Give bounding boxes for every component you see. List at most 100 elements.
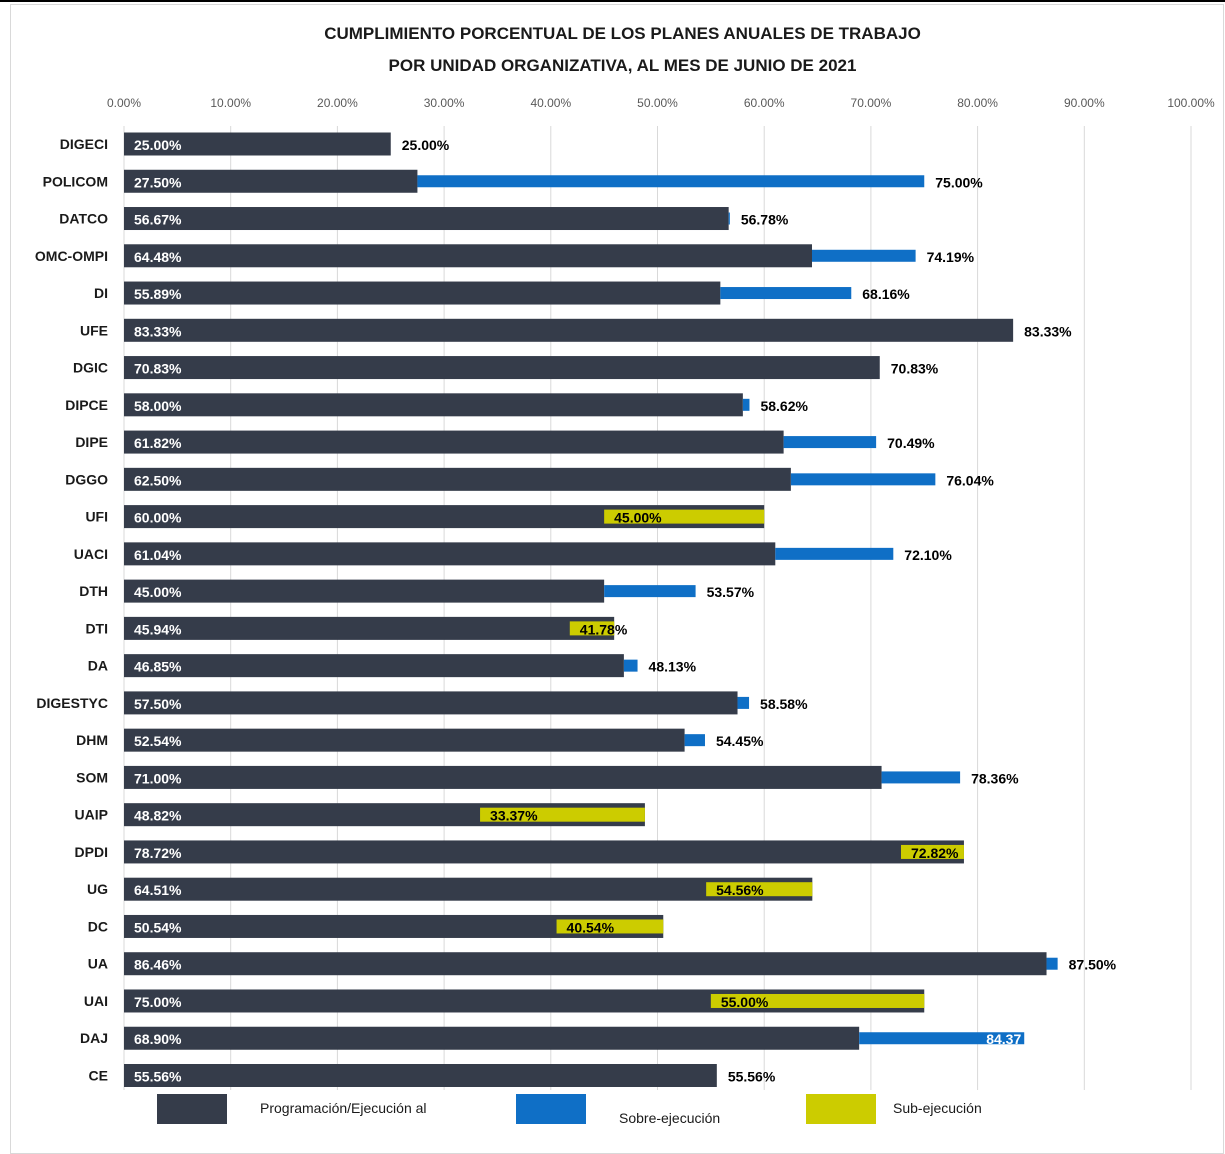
bar-end-label: 87.50%: [1069, 957, 1117, 973]
bar-programacion: [124, 393, 743, 417]
bar-inner-label: 86.46%: [134, 957, 182, 973]
category-label: DPDI: [75, 844, 108, 860]
legend-swatch-sobre-ejecucion: [516, 1094, 586, 1124]
legend-label-programacion: Programación/Ejecución al: [260, 1100, 427, 1116]
bar-programacion: [124, 914, 664, 938]
category-label: DIPE: [75, 434, 108, 450]
bar-programacion: [124, 952, 1047, 976]
category-label: CE: [89, 1068, 108, 1084]
legend: Programación/Ejecución al Sobre-ejecució…: [0, 1094, 1225, 1134]
category-label: UAIP: [75, 807, 108, 823]
bar-inner-label: 50.54%: [134, 919, 182, 935]
bar-end-label: 68.16%: [862, 286, 910, 302]
legend-label-sobre-ejecucion: Sobre-ejecución: [619, 1110, 721, 1126]
bar-sobre-ejecucion: [783, 436, 877, 449]
bar-end-label: 55.00%: [721, 994, 769, 1010]
category-label: POLICOM: [43, 173, 108, 189]
bar-sub-ejecucion: [900, 844, 964, 859]
bar-inner-label: 25.00%: [134, 137, 182, 153]
x-tick-label: 60.00%: [744, 96, 785, 110]
category-label: DC: [88, 918, 108, 934]
bar-inner-label: 46.85%: [134, 659, 182, 675]
bar-sobre-ejecucion: [737, 696, 750, 709]
bar-end-label: 74.19%: [927, 249, 975, 265]
bar-inner-label: 78.72%: [134, 845, 182, 861]
bar-end-label: 70.83%: [891, 361, 939, 377]
bar-sub-ejecucion: [569, 621, 615, 636]
bar-programacion: [124, 877, 813, 901]
bar-programacion: [124, 616, 615, 640]
bar-sobre-ejecucion: [812, 249, 916, 262]
x-tick-label: 40.00%: [530, 96, 571, 110]
bar-programacion: [124, 467, 791, 491]
x-tick-label: 70.00%: [851, 96, 892, 110]
top-border-line: [0, 0, 1225, 2]
bar-programacion: [124, 840, 964, 864]
bar-programacion: [124, 244, 813, 268]
bar-sobre-ejecucion: [1046, 957, 1058, 970]
bar-end-label: 78.36%: [971, 770, 1019, 786]
bar-inner-label: 45.94%: [134, 621, 182, 637]
bar-programacion: [124, 430, 784, 454]
bar-end-label: 70.49%: [887, 435, 935, 451]
bar-sobre-ejecucion: [881, 771, 961, 784]
bar-end-label: 48.13%: [649, 659, 697, 675]
category-label: DATCO: [59, 211, 108, 227]
bar-end-label: 45.00%: [614, 510, 662, 526]
category-label: UG: [87, 881, 108, 897]
legend-swatch-programacion: [157, 1094, 227, 1124]
bar-inner-label: 64.51%: [134, 882, 182, 898]
bar-end-label: 58.58%: [760, 696, 808, 712]
bar-programacion: [124, 728, 685, 752]
bar-programacion: [124, 207, 729, 231]
category-label: UAI: [84, 993, 108, 1009]
x-tick-label: 10.00%: [210, 96, 251, 110]
bar-sub-ejecucion: [706, 882, 813, 897]
category-label: OMC-OMPI: [35, 248, 108, 264]
x-tick-label: 0.00%: [107, 96, 141, 110]
category-label: DAJ: [80, 1030, 108, 1046]
category-label: DI: [94, 285, 108, 301]
category-label: DGIC: [73, 360, 108, 376]
bar-sub-ejecucion: [480, 807, 645, 822]
bar-programacion: [124, 169, 418, 193]
bar-inner-label: 64.48%: [134, 249, 182, 265]
category-label: DTH: [79, 583, 108, 599]
x-tick-label: 90.00%: [1064, 96, 1105, 110]
bar-inner-label: 55.56%: [134, 1069, 182, 1085]
bar-sobre-ejecucion: [775, 547, 894, 560]
bar-end-label: 56.78%: [741, 212, 789, 228]
bar-sub-ejecucion: [604, 509, 765, 524]
bar-inner-label: 61.82%: [134, 435, 182, 451]
bar-programacion: [124, 281, 721, 305]
bar-inner-label: 62.50%: [134, 472, 182, 488]
x-tick-label: 100.00%: [1167, 96, 1215, 110]
bar-inner-label: 75.00%: [134, 994, 182, 1010]
bar-sub-ejecucion: [556, 919, 664, 934]
bar-end-label: 41.78%: [580, 621, 628, 637]
bar-sub-ejecucion: [710, 993, 925, 1008]
category-label: DGGO: [65, 471, 108, 487]
bar-inner-label: 55.89%: [134, 286, 182, 302]
legend-swatch-sub-ejecucion: [806, 1094, 876, 1124]
chart-title-line-1: CUMPLIMIENTO PORCENTUAL DE LOS PLANES AN…: [324, 24, 921, 43]
legend-label-sub-ejecucion: Sub-ejecución: [893, 1100, 982, 1116]
bar-inner-label: 68.90%: [134, 1031, 182, 1047]
bar-sobre-ejecucion: [742, 398, 750, 411]
bar-end-label: 33.37%: [490, 808, 538, 824]
bar-inner-label: 58.00%: [134, 398, 182, 414]
bar-sobre-ejecucion: [684, 734, 705, 747]
category-label: DTI: [85, 620, 108, 636]
bar-inner-label: 70.83%: [134, 361, 182, 377]
x-tick-label: 20.00%: [317, 96, 358, 110]
bar-end-label: 76.04%: [946, 472, 994, 488]
x-tick-label: 80.00%: [957, 96, 998, 110]
category-label: DIGESTYC: [36, 695, 108, 711]
bar-sobre-ejecucion: [790, 473, 936, 486]
bar-end-label: 58.62%: [760, 398, 808, 414]
bar-programacion: [124, 691, 738, 715]
category-label: UACI: [74, 546, 108, 562]
x-tick-label: 50.00%: [637, 96, 678, 110]
bar-programacion: [124, 1064, 717, 1087]
chart-title-line-2: POR UNIDAD ORGANIZATIVA, AL MES DE JUNIO…: [388, 56, 857, 75]
